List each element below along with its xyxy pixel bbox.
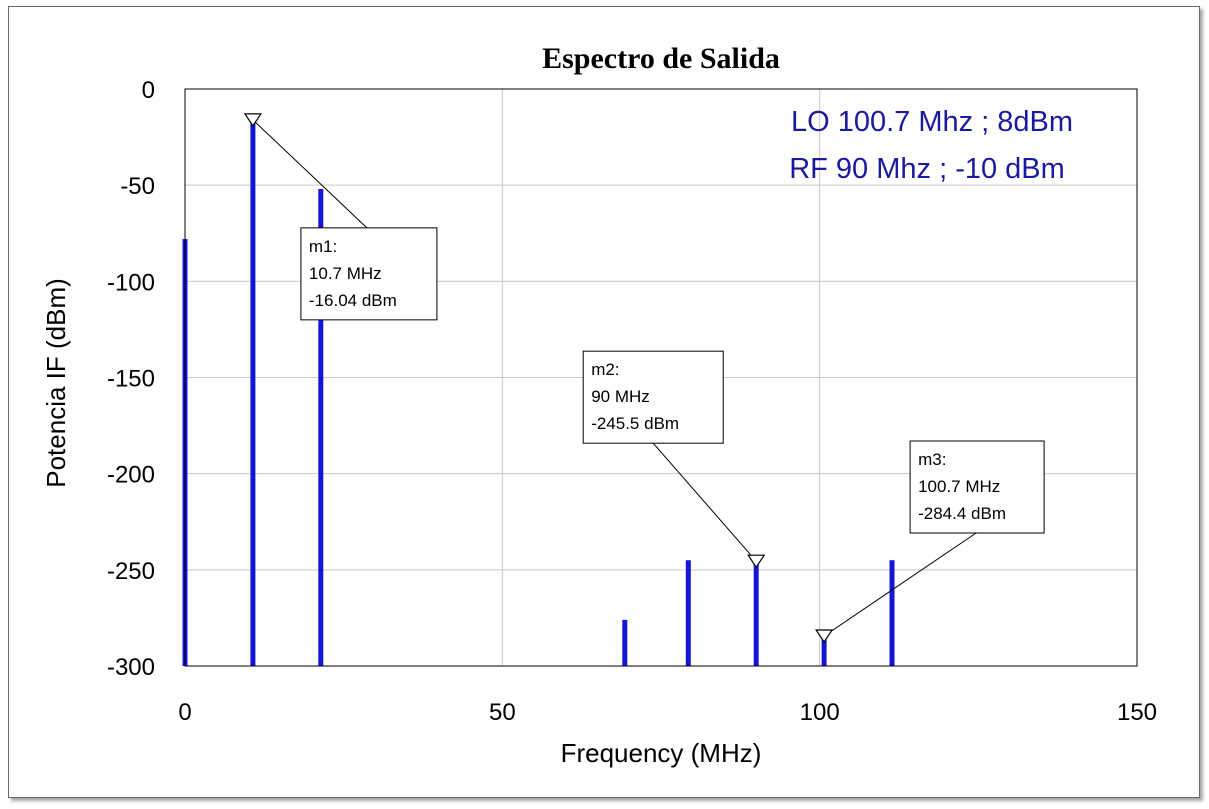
marker-leader-line <box>252 119 368 229</box>
y-tick-label: 0 <box>142 77 155 104</box>
x-tick-label: 50 <box>489 699 516 726</box>
spectrum-bar <box>250 119 256 666</box>
marker-leader-line <box>652 442 757 562</box>
marker-triangle-icon <box>747 554 766 569</box>
axis-ticks: 0 50 100 150 0 -50 -100 -150 -200 -250 -300 <box>107 77 1157 726</box>
marker-box <box>909 440 1045 534</box>
spectrum-bar <box>685 560 691 666</box>
y-axis-label: Potencia IF (dBm) <box>41 278 71 488</box>
marker-frequency: 10.7 MHz <box>309 264 382 283</box>
marker-power: -245.5 dBm <box>591 414 679 433</box>
y-tick-label: -250 <box>107 558 155 585</box>
spectrum-chart: 0 50 100 150 0 -50 -100 -150 -200 -250 -300 Espect… <box>41 42 1157 768</box>
spectrum-bar <box>889 560 895 666</box>
marker-frequency: 90 MHz <box>591 387 650 406</box>
y-tick-label: -200 <box>107 462 155 489</box>
spectrum-bar <box>318 189 324 666</box>
markers: m1: 10.7 MHz -16.04 dBm m2: 90 MHz -245.5 dBm… <box>243 113 1045 644</box>
marker-power: -16.04 dBm <box>309 291 397 310</box>
marker-box <box>582 350 724 444</box>
spectrum-bar <box>753 561 759 666</box>
y-tick-label: -100 <box>107 269 155 296</box>
marker-triangle-icon <box>243 113 263 127</box>
spectrum-bar <box>821 635 827 666</box>
rf-annotation: RF 90 Mhz ; -10 dBm <box>789 153 1065 185</box>
x-tick-label: 0 <box>178 699 191 726</box>
marker-name: m3: <box>918 450 946 469</box>
lo-annotation: LO 100.7 Mhz ; 8dBm <box>791 106 1073 138</box>
marker-triangle-icon <box>814 629 834 644</box>
x-tick-label: 150 <box>1117 699 1157 726</box>
marker-leader-line <box>823 532 977 637</box>
chart-frame: 0 50 100 150 0 -50 -100 -150 -200 -250 -300 Espect… <box>8 6 1200 798</box>
y-tick-label: -50 <box>120 173 155 200</box>
marker-power: -284.4 dBm <box>918 504 1006 523</box>
marker-name: m1: <box>309 237 337 256</box>
marker-frequency: 100.7 MHz <box>918 477 1000 496</box>
spectrum-bars <box>182 119 895 666</box>
marker-box <box>300 227 438 321</box>
marker-name: m2: <box>591 360 619 379</box>
spectrum-bar <box>622 619 628 666</box>
chart-title: Espectro de Salida <box>542 42 780 75</box>
x-axis-label: Frequency (MHz) <box>561 738 762 768</box>
y-tick-label: -150 <box>107 366 155 393</box>
plot-area-border <box>184 88 1138 667</box>
y-tick-label: -300 <box>107 654 155 681</box>
x-tick-label: 100 <box>800 699 840 726</box>
